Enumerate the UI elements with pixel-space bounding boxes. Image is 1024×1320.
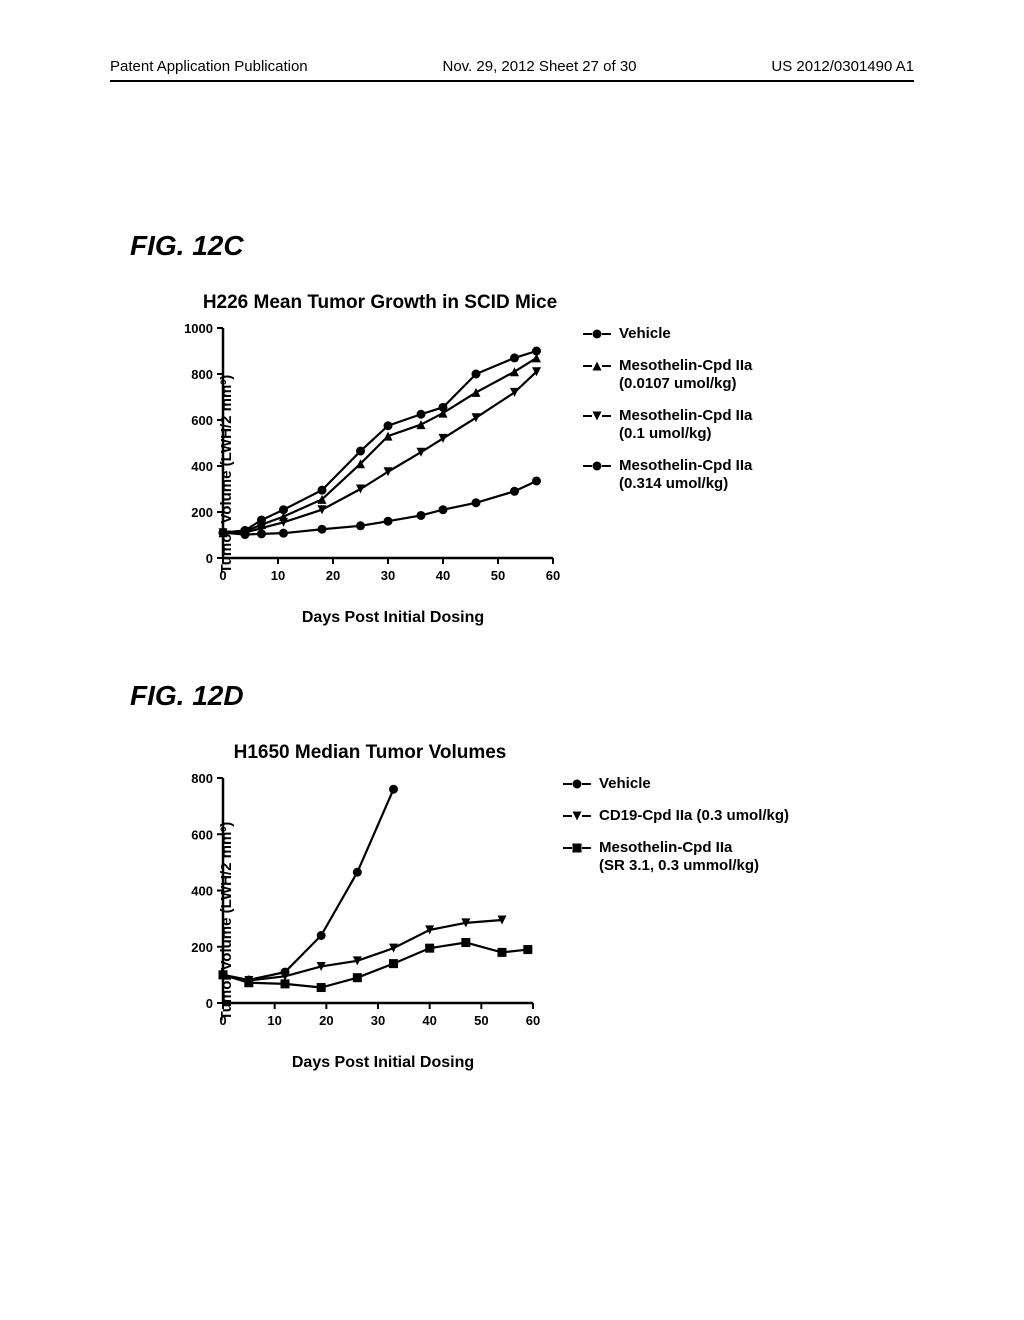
legend-label: CD19-Cpd IIa (0.3 umol/kg): [599, 807, 789, 825]
figure-12d: FIG. 12D H1650 Median Tumor Volumes Tumo…: [130, 680, 789, 1072]
y-axis-label: Tumor Volume (LWH/2 mm³): [218, 374, 235, 573]
chart-12d: H1650 Median Tumor Volumes Tumor Volume …: [165, 742, 789, 1072]
legend-marker-icon: [561, 809, 593, 823]
chart-legend: Vehicle Mesothelin-Cpd IIa(0.0107 umol/kg…: [581, 325, 752, 507]
legend-label: Vehicle: [619, 325, 671, 343]
svg-text:1000: 1000: [184, 321, 213, 336]
legend-marker-icon: [581, 409, 613, 423]
chart-title: H226 Mean Tumor Growth in SCID Mice: [165, 292, 595, 314]
svg-text:800: 800: [191, 771, 213, 786]
x-axis-label: Days Post Initial Dosing: [165, 1054, 543, 1072]
svg-text:40: 40: [422, 1013, 436, 1028]
legend-marker-icon: [581, 359, 613, 373]
legend-label: Mesothelin-Cpd IIa(SR 3.1, 0.3 ummol/kg): [599, 839, 759, 875]
header-right: US 2012/0301490 A1: [771, 58, 914, 75]
header-center: Nov. 29, 2012 Sheet 27 of 30: [442, 58, 636, 75]
svg-text:20: 20: [319, 1013, 333, 1028]
chart-legend: Vehicle CD19-Cpd IIa (0.3 umol/kg) Mesothe…: [561, 775, 789, 889]
svg-text:40: 40: [436, 568, 450, 583]
svg-text:60: 60: [526, 1013, 540, 1028]
legend-label: Mesothelin-Cpd IIa(0.1 umol/kg): [619, 407, 752, 443]
chart-12c: H226 Mean Tumor Growth in SCID Mice Tumo…: [165, 292, 752, 627]
plot-area: Tumor Volume (LWH/2 mm³) 020040060080001…: [165, 770, 543, 1072]
svg-text:60: 60: [546, 568, 560, 583]
figure-label: FIG. 12C: [130, 230, 752, 262]
svg-text:600: 600: [191, 827, 213, 842]
legend-marker-icon: [581, 459, 613, 473]
legend-marker-icon: [561, 841, 593, 855]
figure-label: FIG. 12D: [130, 680, 789, 712]
x-axis-label: Days Post Initial Dosing: [165, 609, 563, 627]
svg-text:400: 400: [191, 459, 213, 474]
svg-text:0: 0: [206, 996, 213, 1011]
y-axis-label: Tumor Volume (LWH/2 mm³): [218, 822, 235, 1021]
legend-label: Mesothelin-Cpd IIa(0.0107 umol/kg): [619, 357, 752, 393]
svg-text:800: 800: [191, 367, 213, 382]
legend-item: Mesothelin-Cpd IIa(0.1 umol/kg): [581, 407, 752, 443]
legend-label: Vehicle: [599, 775, 651, 793]
svg-text:600: 600: [191, 413, 213, 428]
svg-text:50: 50: [474, 1013, 488, 1028]
legend-marker-icon: [561, 777, 593, 791]
svg-text:20: 20: [326, 568, 340, 583]
svg-text:200: 200: [191, 505, 213, 520]
svg-text:30: 30: [371, 1013, 385, 1028]
svg-text:200: 200: [191, 940, 213, 955]
page-header: Patent Application Publication Nov. 29, …: [0, 58, 1024, 75]
legend-item: Mesothelin-Cpd IIa(0.314 umol/kg): [581, 457, 752, 493]
plot-area: Tumor Volume (LWH/2 mm³) 0 200 400 600 800 10…: [165, 320, 563, 627]
legend-item: CD19-Cpd IIa (0.3 umol/kg): [561, 807, 789, 825]
svg-text:50: 50: [491, 568, 505, 583]
legend-label: Mesothelin-Cpd IIa(0.314 umol/kg): [619, 457, 752, 493]
svg-text:10: 10: [267, 1013, 281, 1028]
chart-title: H1650 Median Tumor Volumes: [165, 742, 575, 764]
legend-item: Vehicle: [581, 325, 752, 343]
legend-item: Mesothelin-Cpd IIa(0.0107 umol/kg): [581, 357, 752, 393]
svg-text:30: 30: [381, 568, 395, 583]
header-rule: [110, 80, 914, 82]
svg-text:400: 400: [191, 884, 213, 899]
svg-text:10: 10: [271, 568, 285, 583]
legend-marker-icon: [581, 327, 613, 341]
figure-12c: FIG. 12C H226 Mean Tumor Growth in SCID …: [130, 230, 752, 627]
header-left: Patent Application Publication: [110, 58, 308, 75]
legend-item: Mesothelin-Cpd IIa(SR 3.1, 0.3 ummol/kg): [561, 839, 789, 875]
legend-item: Vehicle: [561, 775, 789, 793]
svg-text:0: 0: [206, 551, 213, 566]
